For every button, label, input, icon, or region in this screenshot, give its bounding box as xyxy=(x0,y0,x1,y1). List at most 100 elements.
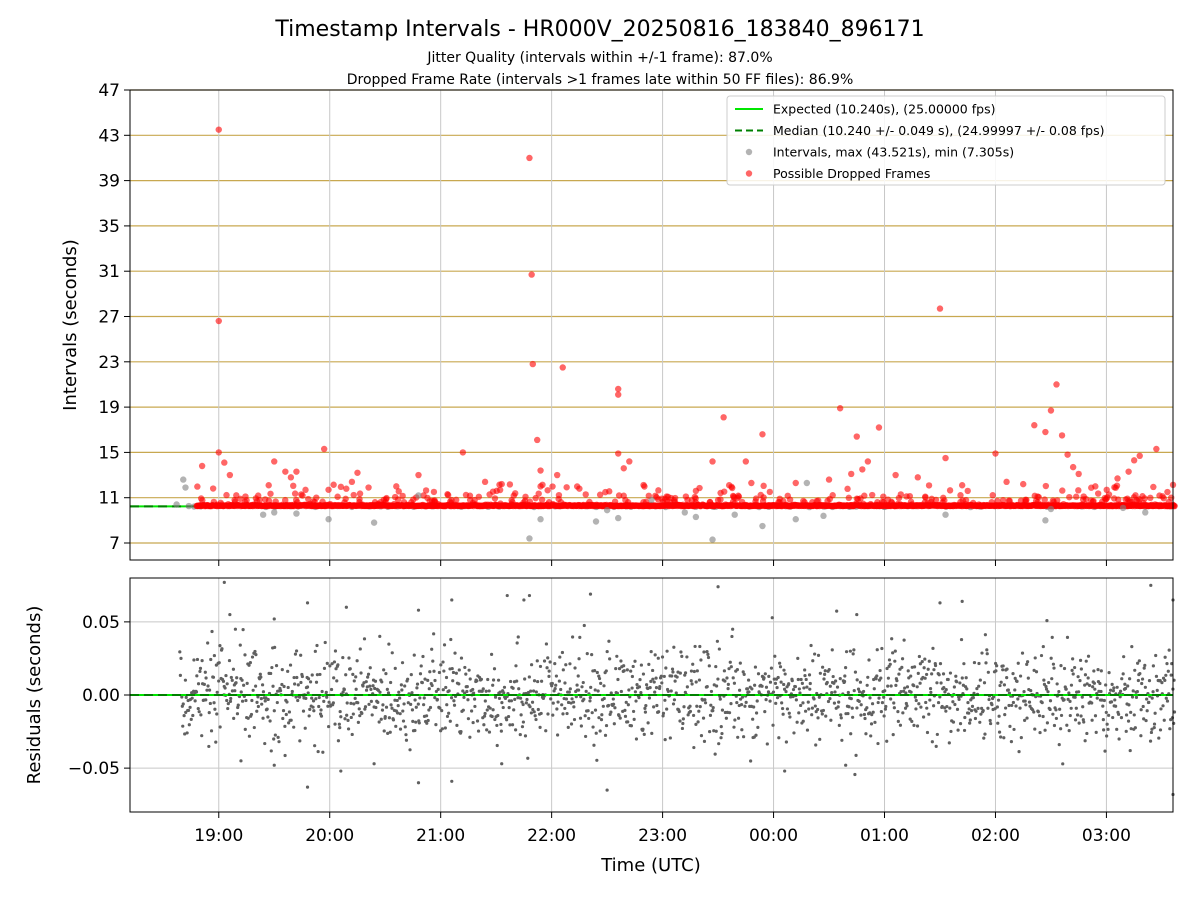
residual-point xyxy=(783,672,787,676)
residual-point xyxy=(464,672,468,676)
residual-point xyxy=(433,696,437,700)
residual-point xyxy=(254,653,258,657)
residual-point xyxy=(399,683,403,687)
residual-point xyxy=(367,702,371,706)
residual-point xyxy=(586,709,590,713)
residual-point xyxy=(664,666,668,670)
residual-point xyxy=(614,667,618,671)
residual-point xyxy=(662,674,666,679)
residual-point xyxy=(393,666,397,671)
dropped-frame-point xyxy=(922,493,929,500)
residual-point xyxy=(178,673,182,677)
residual-point xyxy=(1023,699,1027,703)
legend-entry-label: Median (10.240 +/- 0.049 s), (24.99997 +… xyxy=(773,123,1104,138)
residual-point xyxy=(918,681,922,685)
residual-point xyxy=(894,683,898,687)
residual-point xyxy=(998,683,1002,688)
residual-point xyxy=(432,632,436,636)
intervals-ytick-label: 23 xyxy=(98,353,120,373)
interval-outlier-points xyxy=(173,476,1149,543)
residual-point xyxy=(578,716,583,720)
residual-point xyxy=(967,707,971,711)
intervals-ytick-label: 7 xyxy=(109,534,120,554)
residual-point xyxy=(873,720,877,724)
residual-point xyxy=(569,722,574,726)
residual-point xyxy=(1074,706,1078,710)
residual-point xyxy=(916,671,920,675)
residual-point xyxy=(572,705,576,709)
residual-point xyxy=(368,666,372,670)
residual-point xyxy=(588,695,592,700)
residual-point xyxy=(308,680,313,684)
dropped-frame-point xyxy=(538,496,546,503)
residual-point xyxy=(751,717,755,721)
residual-point xyxy=(925,706,929,710)
residual-point xyxy=(498,690,502,694)
residual-point xyxy=(880,646,884,651)
dropped-frame-point xyxy=(988,499,995,506)
residual-point xyxy=(1016,697,1020,701)
dropped-frame-point xyxy=(1147,494,1154,502)
dropped-outlier-point xyxy=(864,458,872,465)
residual-point xyxy=(1100,698,1104,702)
dropped-outlier-point xyxy=(559,364,566,371)
residual-point xyxy=(645,683,649,687)
residual-point xyxy=(1018,706,1022,710)
residual-point xyxy=(241,628,245,632)
residual-point xyxy=(215,690,219,694)
dropped-frame-point xyxy=(491,495,499,502)
residual-outlier-point xyxy=(844,763,848,767)
residual-point xyxy=(231,667,236,671)
dropped-frame-point xyxy=(1066,493,1073,501)
residual-point xyxy=(198,666,203,670)
x-tick-label: 19:00 xyxy=(194,826,243,846)
residual-point xyxy=(658,685,662,689)
residual-point xyxy=(599,718,604,722)
residual-point xyxy=(527,675,531,679)
residual-point xyxy=(1145,709,1149,713)
residual-point xyxy=(1054,708,1058,712)
residual-point xyxy=(1103,749,1107,753)
residual-point xyxy=(643,706,647,710)
residual-point xyxy=(885,739,889,743)
residual-point xyxy=(319,714,324,718)
interval-outlier-point xyxy=(603,506,611,514)
residual-point xyxy=(1131,689,1135,693)
residual-point xyxy=(767,674,771,678)
residual-point xyxy=(1135,690,1139,694)
residual-point xyxy=(246,716,250,720)
dropped-outlier-point xyxy=(1125,468,1132,475)
residual-point xyxy=(1090,701,1094,705)
residual-point xyxy=(671,670,675,674)
residual-point xyxy=(329,687,334,692)
dropped-frame-point xyxy=(734,494,741,502)
residual-point xyxy=(475,679,479,683)
residual-point xyxy=(1093,714,1098,718)
dropped-frame-point xyxy=(290,482,297,490)
residual-point xyxy=(1140,681,1144,686)
residual-point xyxy=(825,680,829,685)
residual-point xyxy=(297,695,302,699)
residual-point xyxy=(1016,661,1020,665)
residual-point xyxy=(528,705,532,709)
residual-point xyxy=(743,704,747,708)
residual-point xyxy=(829,718,833,722)
dropped-frame-point xyxy=(298,491,305,498)
residual-point xyxy=(806,700,810,704)
dropped-outlier-point xyxy=(615,391,622,398)
residual-point xyxy=(905,704,909,708)
residual-point xyxy=(880,701,885,705)
residual-point xyxy=(867,658,871,662)
residual-point xyxy=(1008,724,1012,728)
residual-point xyxy=(584,734,588,739)
residual-point xyxy=(313,649,317,653)
residual-point xyxy=(989,721,993,726)
residual-point xyxy=(404,733,408,737)
residual-point xyxy=(958,681,962,685)
residual-point xyxy=(742,672,746,676)
residual-point xyxy=(352,679,356,683)
residual-point xyxy=(1102,698,1106,703)
residual-point xyxy=(1151,664,1155,668)
residual-point xyxy=(532,679,537,683)
residual-point xyxy=(223,686,227,690)
